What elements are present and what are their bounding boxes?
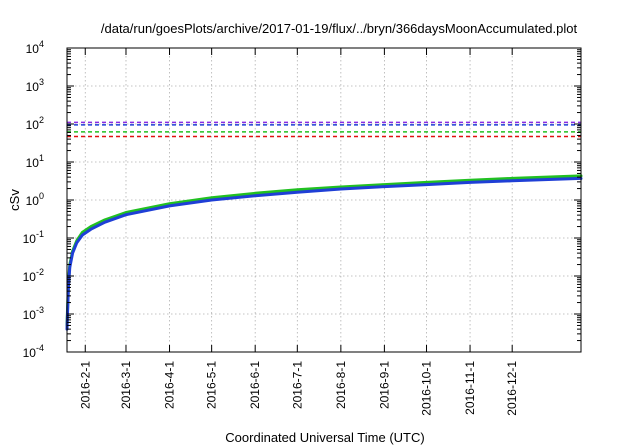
x-tick-label: 2016-10-1: [420, 361, 434, 416]
chart-title: /data/run/goesPlots/archive/2017-01-19/f…: [101, 21, 578, 36]
x-tick-label: 2016-2-1: [78, 361, 92, 409]
x-tick-label: 2016-6-1: [248, 361, 262, 409]
y-tick-label: 101: [26, 153, 44, 170]
x-tick-label: 2016-4-1: [163, 361, 177, 409]
y-tick-label: 104: [26, 39, 44, 56]
x-tick-label: 2016-3-1: [119, 361, 133, 409]
y-axis: 10-4 10-3 10-2 10-1 100 101 102 103 104: [23, 39, 581, 360]
y-tick-label: 10-1: [23, 229, 44, 246]
y-tick-label: 10-3: [23, 305, 44, 322]
x-axis-label: Coordinated Universal Time (UTC): [225, 430, 424, 445]
threshold-lines: [67, 121, 581, 138]
y-tick-label: 10-2: [23, 267, 44, 284]
x-axis: 2016-2-1 2016-3-1 2016-4-1 2016-5-1 2016-6-1…: [78, 48, 519, 416]
x-tick-label: 2016-9-1: [377, 361, 391, 409]
y-tick-label: 100: [26, 191, 44, 208]
y-tick-label: 103: [26, 77, 44, 94]
x-tick-label: 2016-11-1: [463, 361, 477, 415]
x-tick-label: 2016-12-1: [505, 361, 519, 416]
grid: [67, 48, 581, 352]
series-line: [65, 174, 583, 327]
x-tick-label: 2016-7-1: [290, 361, 304, 409]
y-tick-label: 10-4: [23, 343, 44, 360]
series-line: [65, 176, 583, 331]
series-lines: [65, 174, 583, 331]
x-tick-label: 2016-8-1: [334, 361, 348, 409]
y-tick-label: 102: [26, 115, 44, 132]
y-axis-label: cSv: [7, 189, 22, 211]
x-tick-label: 2016-5-1: [205, 361, 219, 409]
